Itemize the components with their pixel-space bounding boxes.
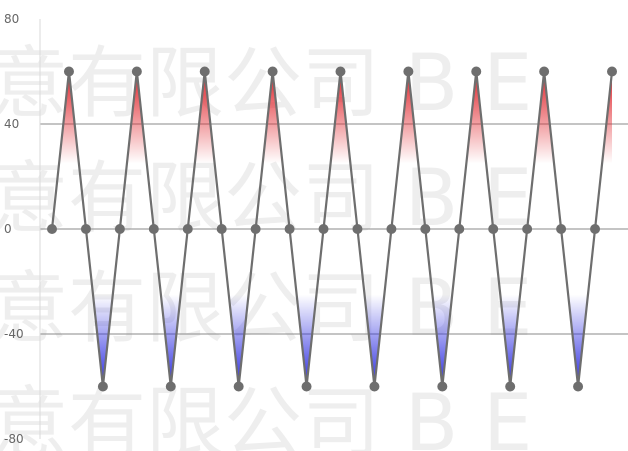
y-tick-label: 0	[4, 222, 12, 236]
data-point[interactable]	[522, 224, 533, 234]
data-point[interactable]	[335, 66, 346, 77]
data-point[interactable]	[131, 66, 142, 77]
data-point[interactable]	[47, 224, 57, 234]
negative-area-fill	[52, 229, 613, 387]
data-point[interactable]	[403, 66, 414, 77]
data-point[interactable]	[114, 224, 125, 234]
data-point[interactable]	[369, 381, 380, 392]
watermark-row: 意有限公司 B E	[0, 39, 532, 129]
data-point[interactable]	[63, 66, 74, 77]
y-axis: 80 40 0 -40 -80	[4, 12, 41, 446]
series-line	[50, 70, 614, 388]
data-point[interactable]	[301, 381, 312, 392]
data-point[interactable]	[182, 224, 193, 234]
data-point[interactable]	[386, 224, 397, 234]
data-point[interactable]	[437, 381, 448, 392]
data-point[interactable]	[352, 224, 363, 234]
data-point[interactable]	[216, 224, 227, 234]
data-point[interactable]	[420, 224, 431, 234]
data-point[interactable]	[199, 66, 210, 77]
data-point[interactable]	[573, 381, 584, 392]
data-point[interactable]	[607, 66, 618, 77]
y-tick-label: 40	[4, 117, 19, 131]
data-point[interactable]	[148, 224, 159, 234]
data-point[interactable]	[590, 224, 601, 234]
data-point[interactable]	[97, 381, 108, 392]
data-point[interactable]	[318, 224, 329, 234]
data-point[interactable]	[284, 224, 295, 234]
watermark-row: 意有限公司 B E	[0, 379, 532, 451]
data-point[interactable]	[267, 66, 278, 77]
data-points	[47, 66, 618, 392]
data-point[interactable]	[454, 224, 465, 234]
data-point[interactable]	[505, 381, 516, 392]
series-lines	[50, 70, 614, 388]
data-point[interactable]	[165, 381, 176, 392]
y-tick-label: 80	[4, 12, 19, 26]
data-point[interactable]	[471, 66, 482, 77]
data-point[interactable]	[250, 224, 261, 234]
data-point[interactable]	[539, 66, 550, 77]
data-point[interactable]	[556, 224, 567, 234]
data-point[interactable]	[488, 224, 499, 234]
data-point[interactable]	[80, 224, 91, 234]
y-tick-label: -80	[4, 432, 24, 446]
data-point[interactable]	[233, 381, 244, 392]
y-tick-label: -40	[4, 327, 24, 341]
